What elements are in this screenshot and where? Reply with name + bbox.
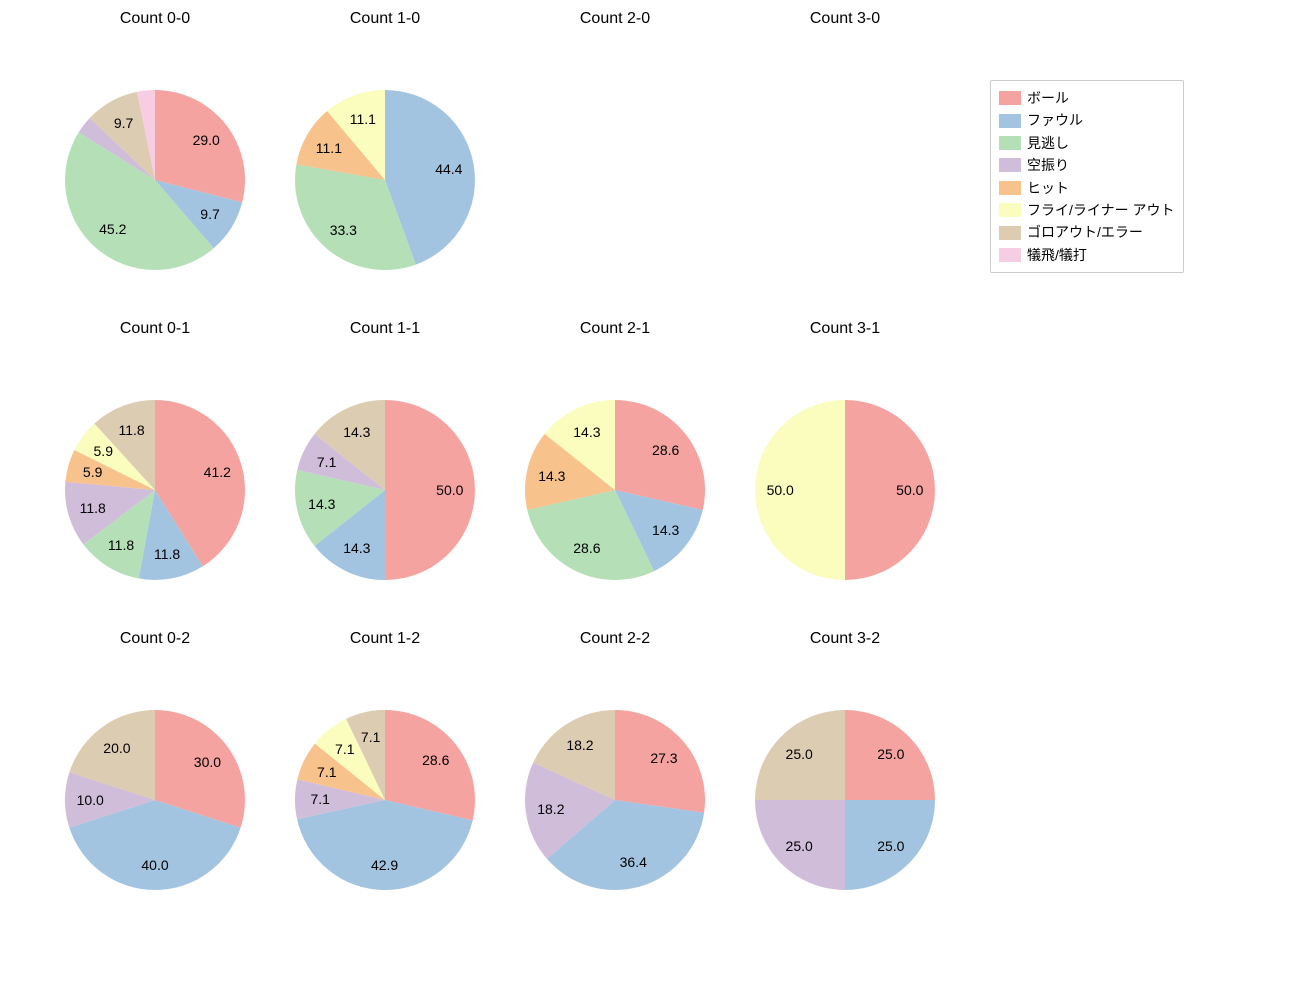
legend-item: ボール	[999, 87, 1175, 109]
pie-slice-label: 14.3	[343, 540, 370, 556]
pie-chart	[270, 630, 500, 940]
pie-chart	[500, 630, 730, 940]
pie-slice-label: 14.3	[573, 424, 600, 440]
chart-cell: Count 2-227.336.418.218.2	[500, 630, 730, 940]
pie-slice-label: 20.0	[103, 740, 130, 756]
pie-slice-label: 11.1	[350, 111, 376, 127]
chart-cell: Count 1-044.433.311.111.1	[270, 10, 500, 320]
legend-item: 空振り	[999, 154, 1175, 176]
pie-slice-label: 30.0	[194, 754, 221, 770]
pie-chart	[40, 10, 270, 320]
pie-slice-label: 7.1	[317, 454, 336, 470]
legend-label: 空振り	[1027, 154, 1069, 176]
legend-item: ファウル	[999, 109, 1175, 131]
pie-slice-label: 42.9	[371, 857, 398, 873]
pie-slice-label: 27.3	[650, 750, 677, 766]
legend-swatch	[999, 226, 1021, 240]
legend-label: 見逃し	[1027, 132, 1069, 154]
legend-swatch	[999, 181, 1021, 195]
pie-slice-label: 50.0	[767, 482, 794, 498]
legend-swatch	[999, 248, 1021, 262]
legend-item: ゴロアウト/エラー	[999, 221, 1175, 243]
pie-slice-label: 50.0	[436, 482, 463, 498]
pie-slice-label: 25.0	[786, 838, 813, 854]
pie-slice-label: 14.3	[652, 522, 679, 538]
pie-slice-label: 11.8	[80, 500, 106, 516]
legend-label: ゴロアウト/エラー	[1027, 221, 1143, 243]
pie-slice-label: 25.0	[877, 746, 904, 762]
chart-cell: Count 1-228.642.97.17.17.17.1	[270, 630, 500, 940]
pie-slice-label: 9.7	[200, 206, 219, 222]
legend-item: 見逃し	[999, 132, 1175, 154]
legend-label: フライ/ライナー アウト	[1027, 199, 1175, 221]
pie-slice-label: 28.6	[422, 752, 449, 768]
pie-slice-label: 36.4	[620, 854, 647, 870]
pie-slice-label: 50.0	[896, 482, 923, 498]
pie-slice-label: 29.0	[193, 132, 220, 148]
pie-slice-label: 40.0	[141, 857, 168, 873]
pie-slice-label: 11.8	[108, 537, 134, 553]
chart-cell: Count 0-029.09.745.29.7	[40, 10, 270, 320]
pie-chart	[40, 320, 270, 630]
pie-chart	[500, 320, 730, 630]
chart-grid: Count 0-029.09.745.29.7Count 1-044.433.3…	[0, 0, 1300, 1000]
legend: ボールファウル見逃し空振りヒットフライ/ライナー アウトゴロアウト/エラー犠飛/…	[990, 80, 1184, 273]
legend-item: ヒット	[999, 177, 1175, 199]
legend-label: ヒット	[1027, 177, 1069, 199]
chart-cell: Count 3-225.025.025.025.0	[730, 630, 960, 940]
legend-swatch	[999, 203, 1021, 217]
pie-chart	[270, 320, 500, 630]
pie-slice-label: 14.3	[343, 424, 370, 440]
chart-cell: Count 1-150.014.314.37.114.3	[270, 320, 500, 630]
legend-label: ボール	[1027, 87, 1069, 109]
pie-slice-label: 5.9	[94, 443, 113, 459]
chart-title: Count 2-0	[500, 10, 730, 28]
legend-swatch	[999, 136, 1021, 150]
pie-slice-label: 14.3	[538, 468, 565, 484]
pie-slice-label: 25.0	[877, 838, 904, 854]
legend-swatch	[999, 114, 1021, 128]
chart-cell: Count 0-230.040.010.020.0	[40, 630, 270, 940]
pie-slice-label: 25.0	[786, 746, 813, 762]
pie-slice-label: 7.1	[310, 791, 329, 807]
chart-cell: Count 2-128.614.328.614.314.3	[500, 320, 730, 630]
pie-slice-label: 7.1	[317, 764, 336, 780]
legend-item: フライ/ライナー アウト	[999, 199, 1175, 221]
legend-label: ファウル	[1027, 109, 1083, 131]
pie-slice-label: 14.3	[308, 496, 335, 512]
pie-slice-label: 41.2	[204, 464, 231, 480]
chart-cell: Count 3-150.050.0	[730, 320, 960, 630]
pie-chart	[730, 320, 960, 630]
pie-slice-label: 9.7	[114, 115, 133, 131]
chart-cell: Count 2-0	[500, 10, 730, 320]
chart-cell: Count 0-141.211.811.811.85.95.911.8	[40, 320, 270, 630]
pie-slice-label: 44.4	[435, 161, 462, 177]
pie-slice-label: 28.6	[573, 540, 600, 556]
pie-slice-label: 7.1	[361, 729, 380, 745]
pie-slice-label: 33.3	[330, 222, 357, 238]
pie-chart	[40, 630, 270, 940]
legend-swatch	[999, 91, 1021, 105]
pie-slice-label: 11.8	[154, 546, 180, 562]
pie-chart	[270, 10, 500, 320]
pie-slice-label: 11.8	[118, 422, 144, 438]
pie-slice-label: 10.0	[77, 792, 104, 808]
pie-slice-label: 7.1	[335, 741, 354, 757]
pie-slice-label: 28.6	[652, 442, 679, 458]
pie-slice-label: 18.2	[566, 737, 593, 753]
legend-swatch	[999, 158, 1021, 172]
chart-cell: Count 3-0	[730, 10, 960, 320]
legend-item: 犠飛/犠打	[999, 244, 1175, 266]
legend-label: 犠飛/犠打	[1027, 244, 1087, 266]
chart-title: Count 3-0	[730, 10, 960, 28]
pie-slice-label: 5.9	[83, 464, 102, 480]
pie-slice-label: 11.1	[316, 140, 342, 156]
pie-slice-label: 18.2	[537, 801, 564, 817]
pie-slice-label: 45.2	[99, 221, 126, 237]
pie-chart	[730, 630, 960, 940]
